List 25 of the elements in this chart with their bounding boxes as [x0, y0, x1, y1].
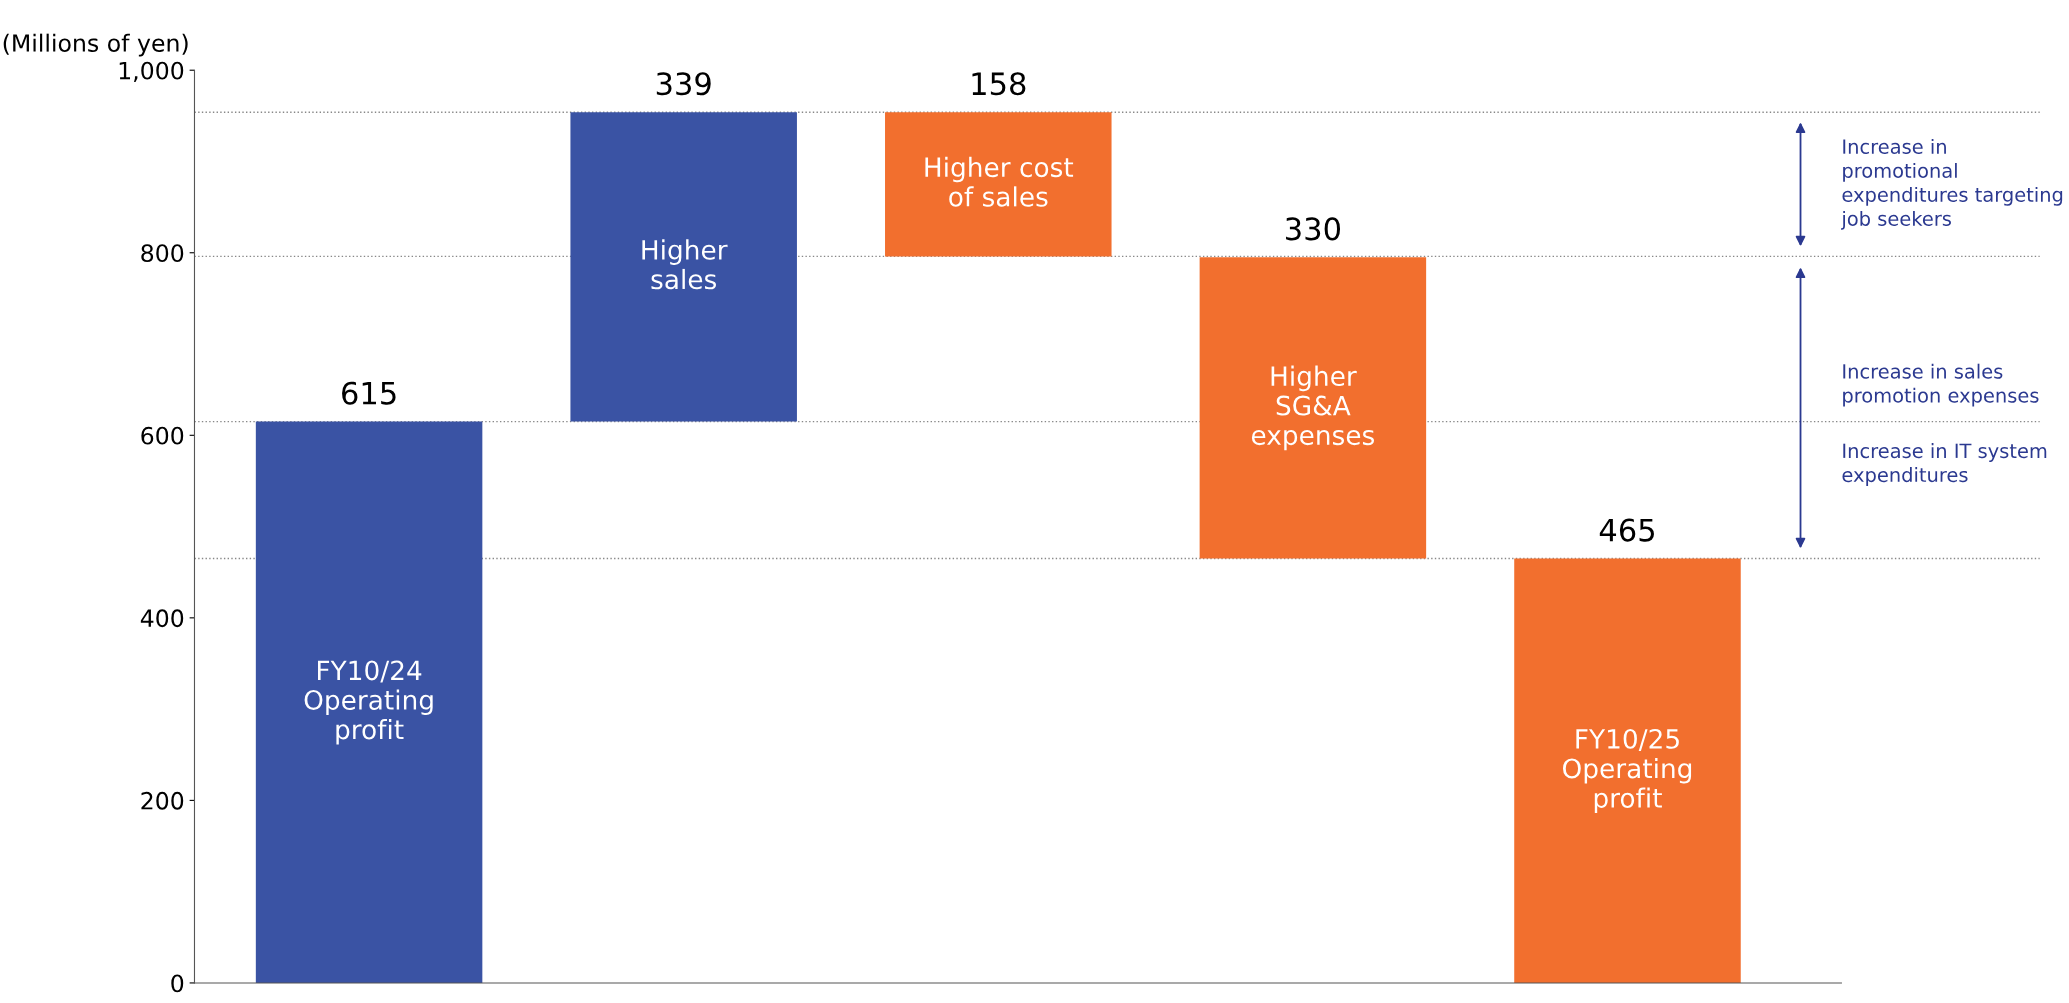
y-tick-label: 400	[140, 609, 184, 628]
data-label: 615	[342, 381, 396, 405]
x-tick-label: FY10/24 Operating profit	[304, 660, 433, 745]
bar	[1514, 558, 1741, 983]
y-tick-label: 1,000	[119, 61, 184, 82]
bar	[255, 421, 483, 983]
annotation: Increase in sales promotion expenses	[1843, 363, 2039, 407]
data-label: 465	[1599, 518, 1654, 542]
y-tick-label: 600	[141, 426, 184, 445]
annotation: Increase in promotional expenditures targeting job seekers	[1841, 138, 2063, 230]
y-axis-title: (Millions of yen)	[3, 33, 188, 57]
data-label: 339	[656, 72, 711, 96]
x-tick-label: Higher cost of sales	[925, 156, 1074, 207]
y-tick-label: 200	[141, 791, 184, 810]
annotation: Increase in IT system expenditures	[1842, 443, 2047, 486]
bar	[570, 112, 797, 422]
x-tick-label: Higher SG&A expenses	[1251, 365, 1375, 451]
y-tick-label: 800	[141, 244, 184, 263]
data-label: 330	[1286, 217, 1341, 241]
x-tick-label: Higher sales	[642, 239, 728, 290]
y-tick-label: 0	[171, 974, 184, 993]
bar	[1199, 257, 1427, 559]
data-label: 158	[972, 72, 1026, 96]
bar	[885, 112, 1112, 257]
x-tick-label: FY10/25 Operating profit	[1562, 728, 1692, 814]
